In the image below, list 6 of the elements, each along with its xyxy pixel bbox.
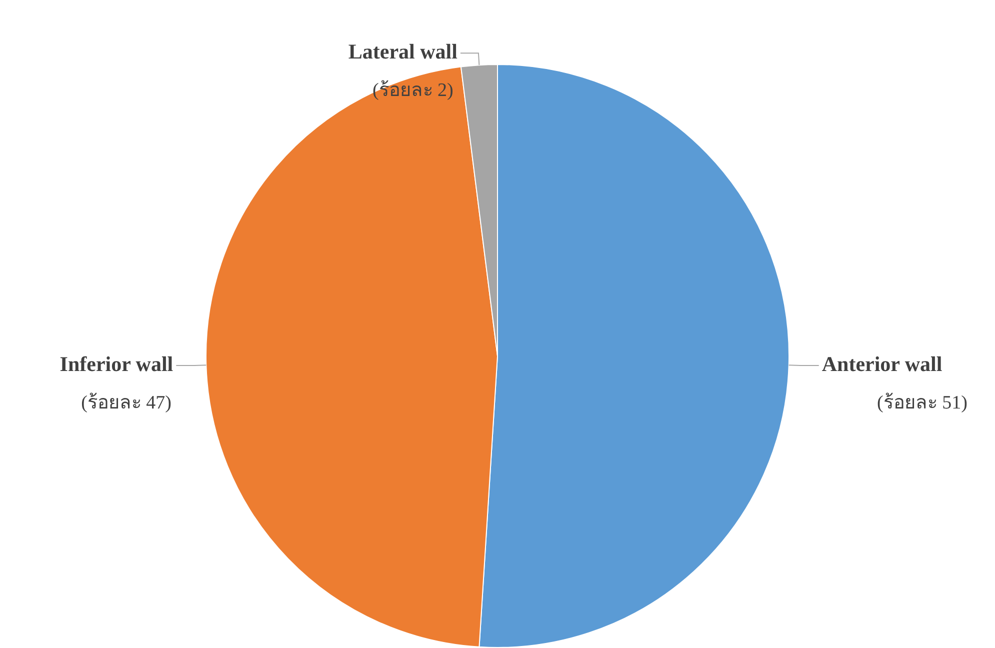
slice-label: Lateral wall <box>348 40 458 64</box>
data-label: (ร้อยละ 51) <box>877 392 968 414</box>
slice-label: Anterior wall <box>822 352 942 376</box>
data-label: (ร้อยละ 47) <box>81 392 172 414</box>
slice-label: Inferior wall <box>60 352 174 376</box>
data-label: (ร้อยละ 2) <box>372 80 454 102</box>
